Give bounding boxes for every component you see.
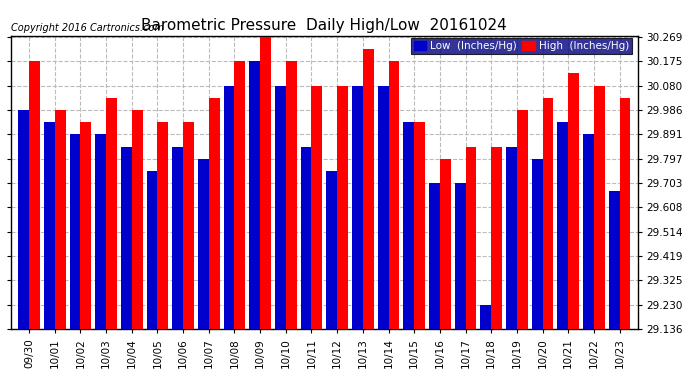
Bar <box>620 98 631 329</box>
Bar <box>326 171 337 329</box>
Bar <box>388 61 400 329</box>
Bar <box>337 86 348 329</box>
Bar <box>132 110 143 329</box>
Bar <box>157 122 168 329</box>
Bar <box>224 86 235 329</box>
Bar <box>377 86 388 329</box>
Bar <box>517 110 528 329</box>
Bar <box>286 61 297 329</box>
Bar <box>352 86 363 329</box>
Bar <box>583 135 594 329</box>
Bar <box>106 98 117 329</box>
Bar <box>275 86 286 329</box>
Bar <box>172 147 183 329</box>
Bar <box>506 147 517 329</box>
Bar <box>558 122 568 329</box>
Bar <box>29 61 40 329</box>
Bar <box>235 61 245 329</box>
Bar <box>147 171 157 329</box>
Bar <box>70 135 81 329</box>
Bar <box>404 122 414 329</box>
Bar <box>466 147 476 329</box>
Bar <box>480 305 491 329</box>
Bar <box>609 191 620 329</box>
Bar <box>491 147 502 329</box>
Bar <box>414 122 425 329</box>
Bar <box>440 159 451 329</box>
Bar <box>249 61 260 329</box>
Bar <box>301 147 311 329</box>
Bar <box>44 122 55 329</box>
Bar <box>311 86 322 329</box>
Bar <box>183 122 194 329</box>
Bar <box>95 135 106 329</box>
Bar <box>19 110 29 329</box>
Bar <box>198 159 209 329</box>
Bar <box>55 110 66 329</box>
Bar <box>594 86 604 329</box>
Bar <box>81 122 91 329</box>
Text: Copyright 2016 Cartronics.com: Copyright 2016 Cartronics.com <box>11 23 164 33</box>
Legend: Low  (Inches/Hg), High  (Inches/Hg): Low (Inches/Hg), High (Inches/Hg) <box>411 38 632 54</box>
Bar <box>568 73 579 329</box>
Bar <box>260 37 271 329</box>
Bar <box>532 159 542 329</box>
Bar <box>209 98 219 329</box>
Bar <box>542 98 553 329</box>
Bar <box>363 49 373 329</box>
Bar <box>121 147 132 329</box>
Bar <box>429 183 440 329</box>
Bar <box>455 183 466 329</box>
Title: Barometric Pressure  Daily High/Low  20161024: Barometric Pressure Daily High/Low 20161… <box>141 18 507 33</box>
